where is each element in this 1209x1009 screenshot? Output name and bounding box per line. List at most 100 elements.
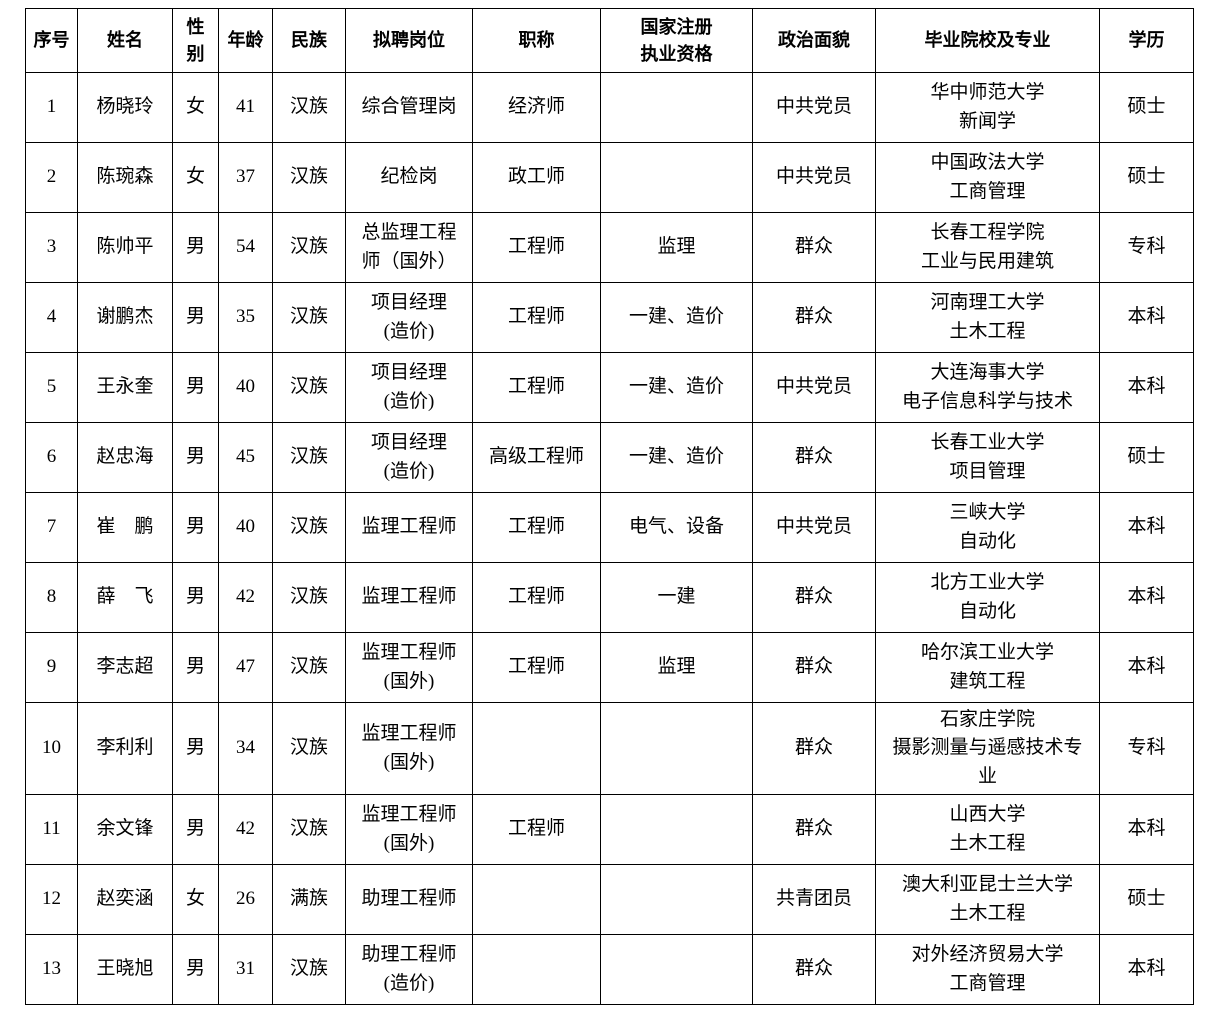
table-cell: 男	[172, 794, 219, 865]
table-cell: 5	[25, 352, 78, 423]
table-cell: 45	[218, 422, 273, 493]
column-header: 政治面貌	[752, 8, 876, 73]
table-cell: 13	[25, 934, 78, 1005]
table-cell: 本科	[1099, 934, 1194, 1005]
table-cell: 男	[172, 282, 219, 353]
table-cell: 男	[172, 422, 219, 493]
table-cell: 长春工业大学 项目管理	[875, 422, 1100, 493]
column-header: 性别	[172, 8, 219, 73]
table-cell: 9	[25, 632, 78, 703]
table-cell: 42	[218, 794, 273, 865]
table-cell: 李利利	[77, 702, 173, 795]
table-cell: 中共党员	[752, 142, 876, 213]
table-cell: 陈帅平	[77, 212, 173, 283]
table-cell: 42	[218, 562, 273, 633]
table-cell: 一建	[600, 562, 753, 633]
column-header: 年龄	[218, 8, 273, 73]
table-body: 1 杨晓玲女 41 汉族 综合管理岗 经济师 中共党员 华中师范大学 新闻学 硕士 2 陈琬森女 37…	[25, 72, 1194, 1005]
table-cell	[600, 934, 753, 1005]
table-cell: 汉族	[272, 212, 346, 283]
table-cell	[600, 864, 753, 935]
table-cell: 一建、造价	[600, 282, 753, 353]
table-cell: 监理工程师 (国外)	[345, 632, 473, 703]
table-cell: 汉族	[272, 934, 346, 1005]
table-cell: 本科	[1099, 352, 1194, 423]
table-cell: 共青团员	[752, 864, 876, 935]
table-cell: 助理工程师	[345, 864, 473, 935]
table-cell: 男	[172, 492, 219, 563]
table-cell: 硕士	[1099, 72, 1194, 143]
table-cell: 政工师	[472, 142, 601, 213]
table-cell: 47	[218, 632, 273, 703]
column-header: 姓名	[77, 8, 173, 73]
table-cell: 工程师	[472, 492, 601, 563]
table-cell: 李志超	[77, 632, 173, 703]
table-cell: 三峡大学 自动化	[875, 492, 1100, 563]
table-cell: 中共党员	[752, 72, 876, 143]
table-header: 序号 姓名 性别 年龄 民族 拟聘岗位 职称 国家注册 执业资格 政治面貌 毕业院校及专业 学历	[25, 8, 1194, 73]
table-cell: 项目经理 (造价)	[345, 282, 473, 353]
table-cell: 2	[25, 142, 78, 213]
table-cell: 汉族	[272, 562, 346, 633]
table-cell: 本科	[1099, 282, 1194, 353]
table-cell: 硕士	[1099, 422, 1194, 493]
table-cell: 10	[25, 702, 78, 795]
table-cell: 6	[25, 422, 78, 493]
table-cell: 薛 飞	[77, 562, 173, 633]
table-cell: 汉族	[272, 72, 346, 143]
table-row: 1 杨晓玲女 41 汉族 综合管理岗 经济师 中共党员 华中师范大学 新闻学 硕士	[25, 72, 1194, 143]
header-row: 序号 姓名 性别 年龄 民族 拟聘岗位 职称 国家注册 执业资格 政治面貌 毕业院校及专业 学历	[25, 8, 1194, 73]
table-row: 13 王晓旭男 31 汉族 助理工程师 (造价) 群众 对外经济贸易大学 工商管理 本科	[25, 934, 1194, 1005]
table-cell: 对外经济贸易大学 工商管理	[875, 934, 1100, 1005]
table-cell: 工程师	[472, 794, 601, 865]
table-cell: 工程师	[472, 632, 601, 703]
table-cell: 项目经理 (造价)	[345, 422, 473, 493]
table-cell: 工程师	[472, 282, 601, 353]
table-cell: 纪检岗	[345, 142, 473, 213]
table-cell: 群众	[752, 212, 876, 283]
table-cell: 群众	[752, 794, 876, 865]
table-cell: 长春工程学院 工业与民用建筑	[875, 212, 1100, 283]
table-cell: 专科	[1099, 702, 1194, 795]
table-cell: 34	[218, 702, 273, 795]
table-row: 10 李利利男 34 汉族 监理工程师 (国外) 群众 石家庄学院 摄影测量与遥感技术专 业…	[25, 702, 1194, 795]
table-cell: 11	[25, 794, 78, 865]
table-cell: 河南理工大学 土木工程	[875, 282, 1100, 353]
table-cell: 汉族	[272, 352, 346, 423]
personnel-roster-table: 序号 姓名 性别 年龄 民族 拟聘岗位 职称 国家注册 执业资格 政治面貌 毕业院校及专业 学历 1…	[25, 8, 1194, 1005]
table-cell: 汉族	[272, 702, 346, 795]
table-cell: 王永奎	[77, 352, 173, 423]
table-cell: 山西大学 土木工程	[875, 794, 1100, 865]
table-cell: 群众	[752, 282, 876, 353]
table-row: 3 陈帅平男 54 汉族 总监理工程 师（国外） 工程师 监理 群众 长春工程学院 工业与民用建…	[25, 212, 1194, 283]
roster-table-container: 序号 姓名 性别 年龄 民族 拟聘岗位 职称 国家注册 执业资格 政治面貌 毕业院校及专业 学历 1…	[25, 8, 1194, 1005]
table-cell: 本科	[1099, 794, 1194, 865]
table-cell: 陈琬森	[77, 142, 173, 213]
table-cell	[600, 702, 753, 795]
table-cell: 赵奕涵	[77, 864, 173, 935]
column-header: 职称	[472, 8, 601, 73]
table-cell: 综合管理岗	[345, 72, 473, 143]
column-header: 学历	[1099, 8, 1194, 73]
table-cell: 汉族	[272, 142, 346, 213]
table-cell: 本科	[1099, 492, 1194, 563]
table-cell: 男	[172, 562, 219, 633]
table-cell: 经济师	[472, 72, 601, 143]
table-cell: 8	[25, 562, 78, 633]
table-cell: 37	[218, 142, 273, 213]
table-cell: 杨晓玲	[77, 72, 173, 143]
table-cell: 电气、设备	[600, 492, 753, 563]
table-cell: 本科	[1099, 562, 1194, 633]
table-cell: 中共党员	[752, 352, 876, 423]
table-cell: 7	[25, 492, 78, 563]
table-cell: 男	[172, 934, 219, 1005]
table-cell: 硕士	[1099, 142, 1194, 213]
table-cell: 华中师范大学 新闻学	[875, 72, 1100, 143]
table-cell: 哈尔滨工业大学 建筑工程	[875, 632, 1100, 703]
table-cell: 1	[25, 72, 78, 143]
table-cell: 北方工业大学 自动化	[875, 562, 1100, 633]
table-row: 2 陈琬森女 37 汉族 纪检岗 政工师 中共党员 中国政法大学 工商管理 硕士	[25, 142, 1194, 213]
table-cell: 汉族	[272, 422, 346, 493]
table-cell: 石家庄学院 摄影测量与遥感技术专 业	[875, 702, 1100, 795]
table-cell: 工程师	[472, 352, 601, 423]
